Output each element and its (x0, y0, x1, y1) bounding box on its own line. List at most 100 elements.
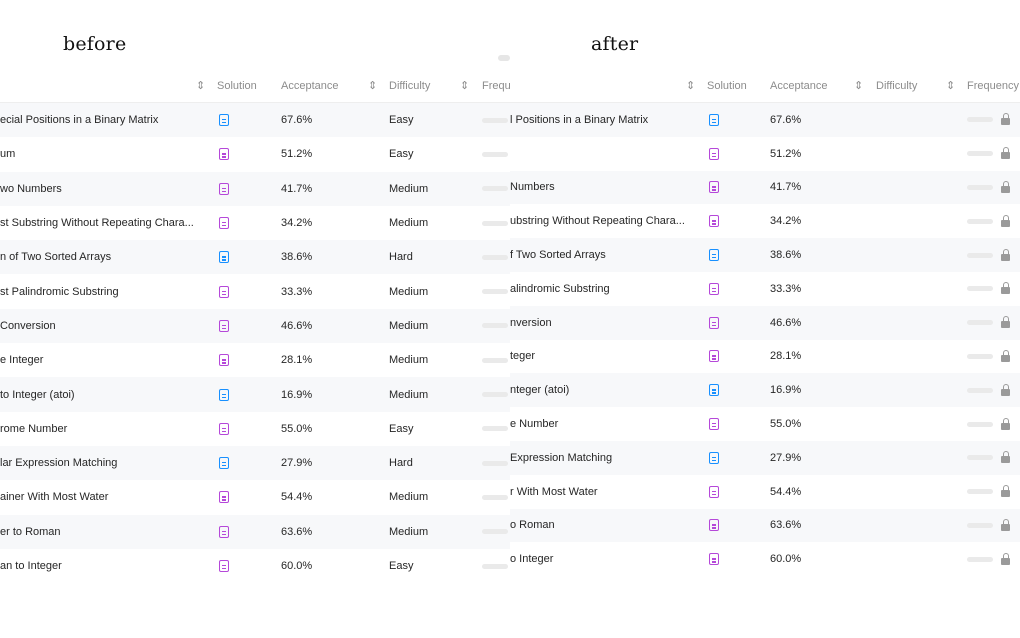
problem-title[interactable]: nversion (510, 316, 552, 329)
difficulty-sort-icon[interactable]: ⇕ (946, 80, 956, 92)
solution-doc-purple-icon[interactable] (219, 560, 229, 572)
table-row[interactable]: ecial Positions in a Binary Matrix 67.6% E… (0, 103, 510, 138)
solution-doc-purple-icon[interactable] (709, 519, 719, 532)
solution-doc-purple-icon[interactable] (219, 422, 229, 435)
frequency-cell[interactable] (967, 306, 1010, 340)
header-acceptance[interactable]: Acceptance (281, 80, 339, 92)
solution-doc-purple-icon[interactable] (709, 418, 719, 431)
solution-cell[interactable] (219, 309, 229, 343)
table-row[interactable]: r With Most Water 54.4% (510, 475, 1020, 509)
solution-doc-blue-icon[interactable] (709, 249, 719, 262)
header-difficulty[interactable]: Difficulty (876, 80, 918, 92)
solution-doc-blue-icon[interactable] (709, 451, 719, 464)
problem-title[interactable]: er to Roman (0, 525, 61, 538)
frequency-cell[interactable] (482, 103, 508, 137)
solution-doc-blue-icon[interactable] (219, 457, 229, 470)
problem-title[interactable]: o Roman (510, 519, 555, 532)
frequency-cell[interactable] (482, 172, 508, 206)
solution-cell[interactable] (709, 542, 719, 576)
solution-doc-purple-icon[interactable] (219, 217, 229, 230)
solution-doc-purple-icon[interactable] (709, 181, 719, 194)
header-solution[interactable]: Solution (217, 80, 257, 92)
solution-doc-purple-icon[interactable] (709, 350, 719, 363)
solution-cell[interactable] (709, 204, 719, 238)
solution-doc-blue-icon[interactable] (219, 251, 229, 264)
table-row[interactable]: st Substring Without Repeating Chara... 3… (0, 206, 510, 240)
solution-cell[interactable] (219, 446, 229, 480)
solution-doc-blue-icon[interactable] (219, 388, 229, 401)
acceptance-sort-icon[interactable]: ⇕ (854, 80, 864, 92)
solution-cell[interactable] (709, 475, 719, 509)
frequency-cell[interactable] (967, 103, 1010, 137)
table-row[interactable]: o Integer 60.0% (510, 542, 1020, 576)
problem-title[interactable]: alindromic Substring (510, 282, 610, 295)
solution-doc-purple-icon[interactable] (219, 182, 229, 195)
problem-title[interactable]: um (0, 148, 16, 161)
problem-title[interactable]: an to Integer (0, 560, 62, 572)
problem-title[interactable]: st Substring Without Repeating Chara... (0, 217, 194, 230)
frequency-cell[interactable] (967, 171, 1010, 205)
solution-doc-blue-icon[interactable] (219, 114, 229, 127)
table-row[interactable]: alindromic Substring 33.3% (510, 272, 1020, 306)
problem-title[interactable]: Numbers (510, 181, 555, 194)
solution-doc-purple-icon[interactable] (219, 525, 229, 538)
table-row[interactable]: e Integer 28.1% Medium (0, 343, 510, 377)
problem-title[interactable]: ainer With Most Water (0, 491, 109, 504)
table-row[interactable]: Numbers 41.7% (510, 170, 1020, 205)
frequency-cell[interactable] (967, 204, 1010, 238)
problem-title[interactable]: e Number (510, 418, 559, 431)
problem-title[interactable]: ecial Positions in a Binary Matrix (0, 114, 159, 127)
solution-cell[interactable] (709, 407, 719, 441)
frequency-cell[interactable] (967, 407, 1010, 441)
problem-title[interactable]: to Integer (atoi) (0, 388, 75, 401)
frequency-cell[interactable] (967, 542, 1010, 576)
solution-cell[interactable] (709, 340, 719, 374)
solution-cell[interactable] (709, 306, 719, 340)
solution-cell[interactable] (219, 515, 229, 549)
frequency-cell[interactable] (482, 206, 508, 240)
solution-doc-purple-icon[interactable] (219, 319, 229, 332)
solution-doc-purple-icon[interactable] (219, 285, 229, 298)
header-frequency[interactable]: Frequ (482, 80, 510, 92)
problem-title[interactable]: ubstring Without Repeating Chara... (510, 215, 685, 228)
solution-doc-purple-icon[interactable] (709, 215, 719, 228)
frequency-cell[interactable] (967, 137, 1010, 171)
table-row[interactable]: st Palindromic Substring 33.3% Medium (0, 274, 510, 308)
header-solution[interactable]: Solution (707, 80, 747, 92)
frequency-cell[interactable] (967, 509, 1010, 543)
header-frequency[interactable]: Frequency (967, 80, 1019, 92)
frequency-cell[interactable] (482, 309, 508, 343)
problem-title[interactable]: st Palindromic Substring (0, 285, 119, 298)
table-row[interactable]: ainer With Most Water 54.4% Medium (0, 480, 510, 514)
solution-doc-purple-icon[interactable] (709, 553, 719, 566)
frequency-cell[interactable] (967, 340, 1010, 374)
solution-cell[interactable] (709, 137, 719, 171)
solution-doc-purple-icon[interactable] (709, 485, 719, 498)
title-sort-icon[interactable]: ⇕ (196, 80, 206, 92)
acceptance-sort-icon[interactable]: ⇕ (368, 80, 378, 92)
table-row[interactable]: l Positions in a Binary Matrix 67.6% (510, 103, 1020, 137)
solution-doc-purple-icon[interactable] (709, 316, 719, 329)
frequency-cell[interactable] (482, 412, 508, 446)
table-row[interactable]: f Two Sorted Arrays 38.6% (510, 238, 1020, 272)
problem-title[interactable]: Expression Matching (510, 451, 613, 464)
table-row[interactable]: o Roman 63.6% (510, 508, 1020, 543)
solution-cell[interactable] (709, 441, 719, 475)
table-row[interactable]: teger 28.1% (510, 340, 1020, 374)
frequency-cell[interactable] (482, 515, 508, 549)
frequency-cell[interactable] (482, 549, 508, 583)
frequency-cell[interactable] (482, 480, 508, 514)
difficulty-sort-icon[interactable]: ⇕ (460, 80, 470, 92)
solution-cell[interactable] (219, 343, 229, 377)
solution-cell[interactable] (709, 373, 719, 407)
solution-cell[interactable] (709, 171, 719, 205)
solution-doc-purple-icon[interactable] (219, 491, 229, 504)
table-row[interactable]: nteger (atoi) 16.9% (510, 373, 1020, 408)
solution-cell[interactable] (219, 377, 229, 411)
table-row[interactable]: to Integer (atoi) 16.9% Medium (0, 377, 510, 412)
table-row[interactable]: er to Roman 63.6% Medium (0, 514, 510, 549)
solution-cell[interactable] (709, 238, 719, 272)
solution-doc-purple-icon[interactable] (709, 147, 719, 160)
table-row[interactable]: an to Integer 60.0% Easy (0, 549, 510, 583)
frequency-cell[interactable] (482, 446, 508, 480)
